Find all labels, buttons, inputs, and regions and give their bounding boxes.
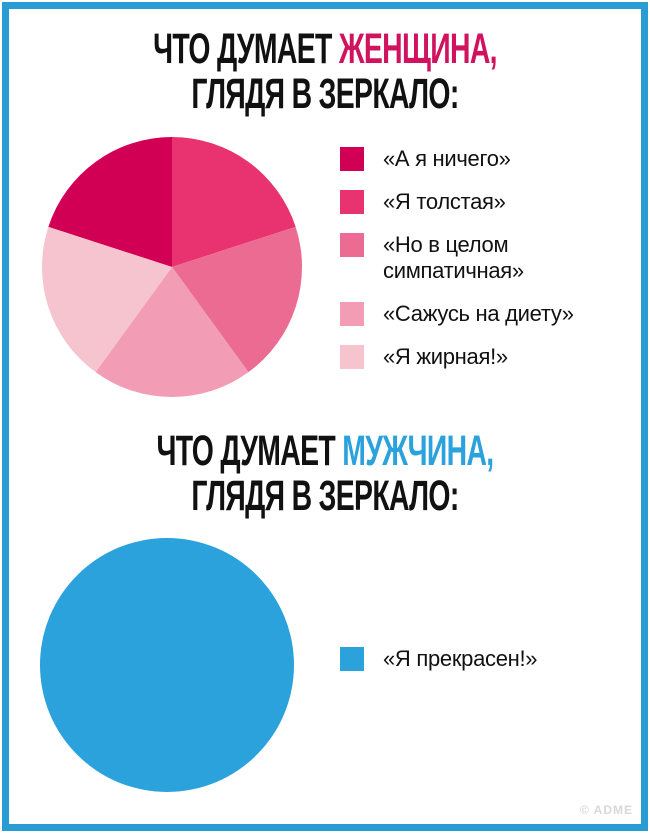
legend-swatch bbox=[340, 233, 364, 257]
woman-title-highlight: ЖЕНЩИНА, bbox=[338, 25, 498, 73]
legend-label: «А я ничего» bbox=[383, 146, 511, 171]
man-section-title: ЧТО ДУМАЕТ МУЖЧИНА, ГЛЯДЯ В ЗЕРКАЛО: bbox=[110, 429, 539, 519]
woman-pie-chart bbox=[42, 137, 302, 397]
pie-slice bbox=[172, 137, 296, 267]
woman-title-line2: ГЛЯДЯ В ЗЕРКАЛО: bbox=[191, 70, 459, 118]
legend-label: «Я толстая» bbox=[383, 189, 506, 214]
legend-item: «Я толстая» bbox=[340, 189, 603, 215]
woman-title-prefix: ЧТО ДУМАЕТ bbox=[153, 25, 339, 73]
woman-section-title: ЧТО ДУМАЕТ ЖЕНЩИНА, ГЛЯДЯ В ЗЕРКАЛО: bbox=[110, 27, 539, 117]
legend-swatch bbox=[340, 647, 364, 671]
woman-pie-legend: «А я ничего» «Я толстая» «Но в целом симпа… bbox=[340, 146, 603, 387]
adme-watermark: © ADME bbox=[579, 803, 633, 817]
legend-item: «Я жирная!» bbox=[340, 344, 603, 370]
legend-swatch bbox=[340, 345, 364, 369]
legend-label: «Я прекрасен!» bbox=[383, 646, 538, 671]
pie-slice bbox=[172, 226, 302, 373]
legend-swatch bbox=[340, 190, 364, 214]
pie-slice bbox=[48, 137, 172, 267]
legend-label: «Но в целом симпатичная» bbox=[383, 232, 524, 283]
man-title-line2: ГЛЯДЯ В ЗЕРКАЛО: bbox=[191, 472, 459, 520]
legend-item: «Сажусь на диету» bbox=[340, 301, 603, 327]
man-pie-chart bbox=[40, 538, 294, 792]
legend-item: «А я ничего» bbox=[340, 146, 603, 172]
legend-swatch bbox=[340, 147, 364, 171]
pie-slice bbox=[40, 538, 294, 792]
pie-slice bbox=[95, 267, 249, 397]
man-title-highlight: МУЖЧИНА, bbox=[342, 427, 494, 475]
legend-label: «Я жирная!» bbox=[383, 344, 508, 369]
man-title-prefix: ЧТО ДУМАЕТ bbox=[156, 427, 343, 475]
legend-swatch bbox=[340, 302, 364, 326]
pie-slice bbox=[42, 226, 172, 373]
legend-item: «Я прекрасен!» bbox=[340, 646, 538, 672]
legend-item: «Но в целом симпатичная» bbox=[340, 232, 603, 284]
legend-label: «Сажусь на диету» bbox=[383, 301, 574, 326]
man-pie-legend: «Я прекрасен!» bbox=[340, 646, 538, 689]
